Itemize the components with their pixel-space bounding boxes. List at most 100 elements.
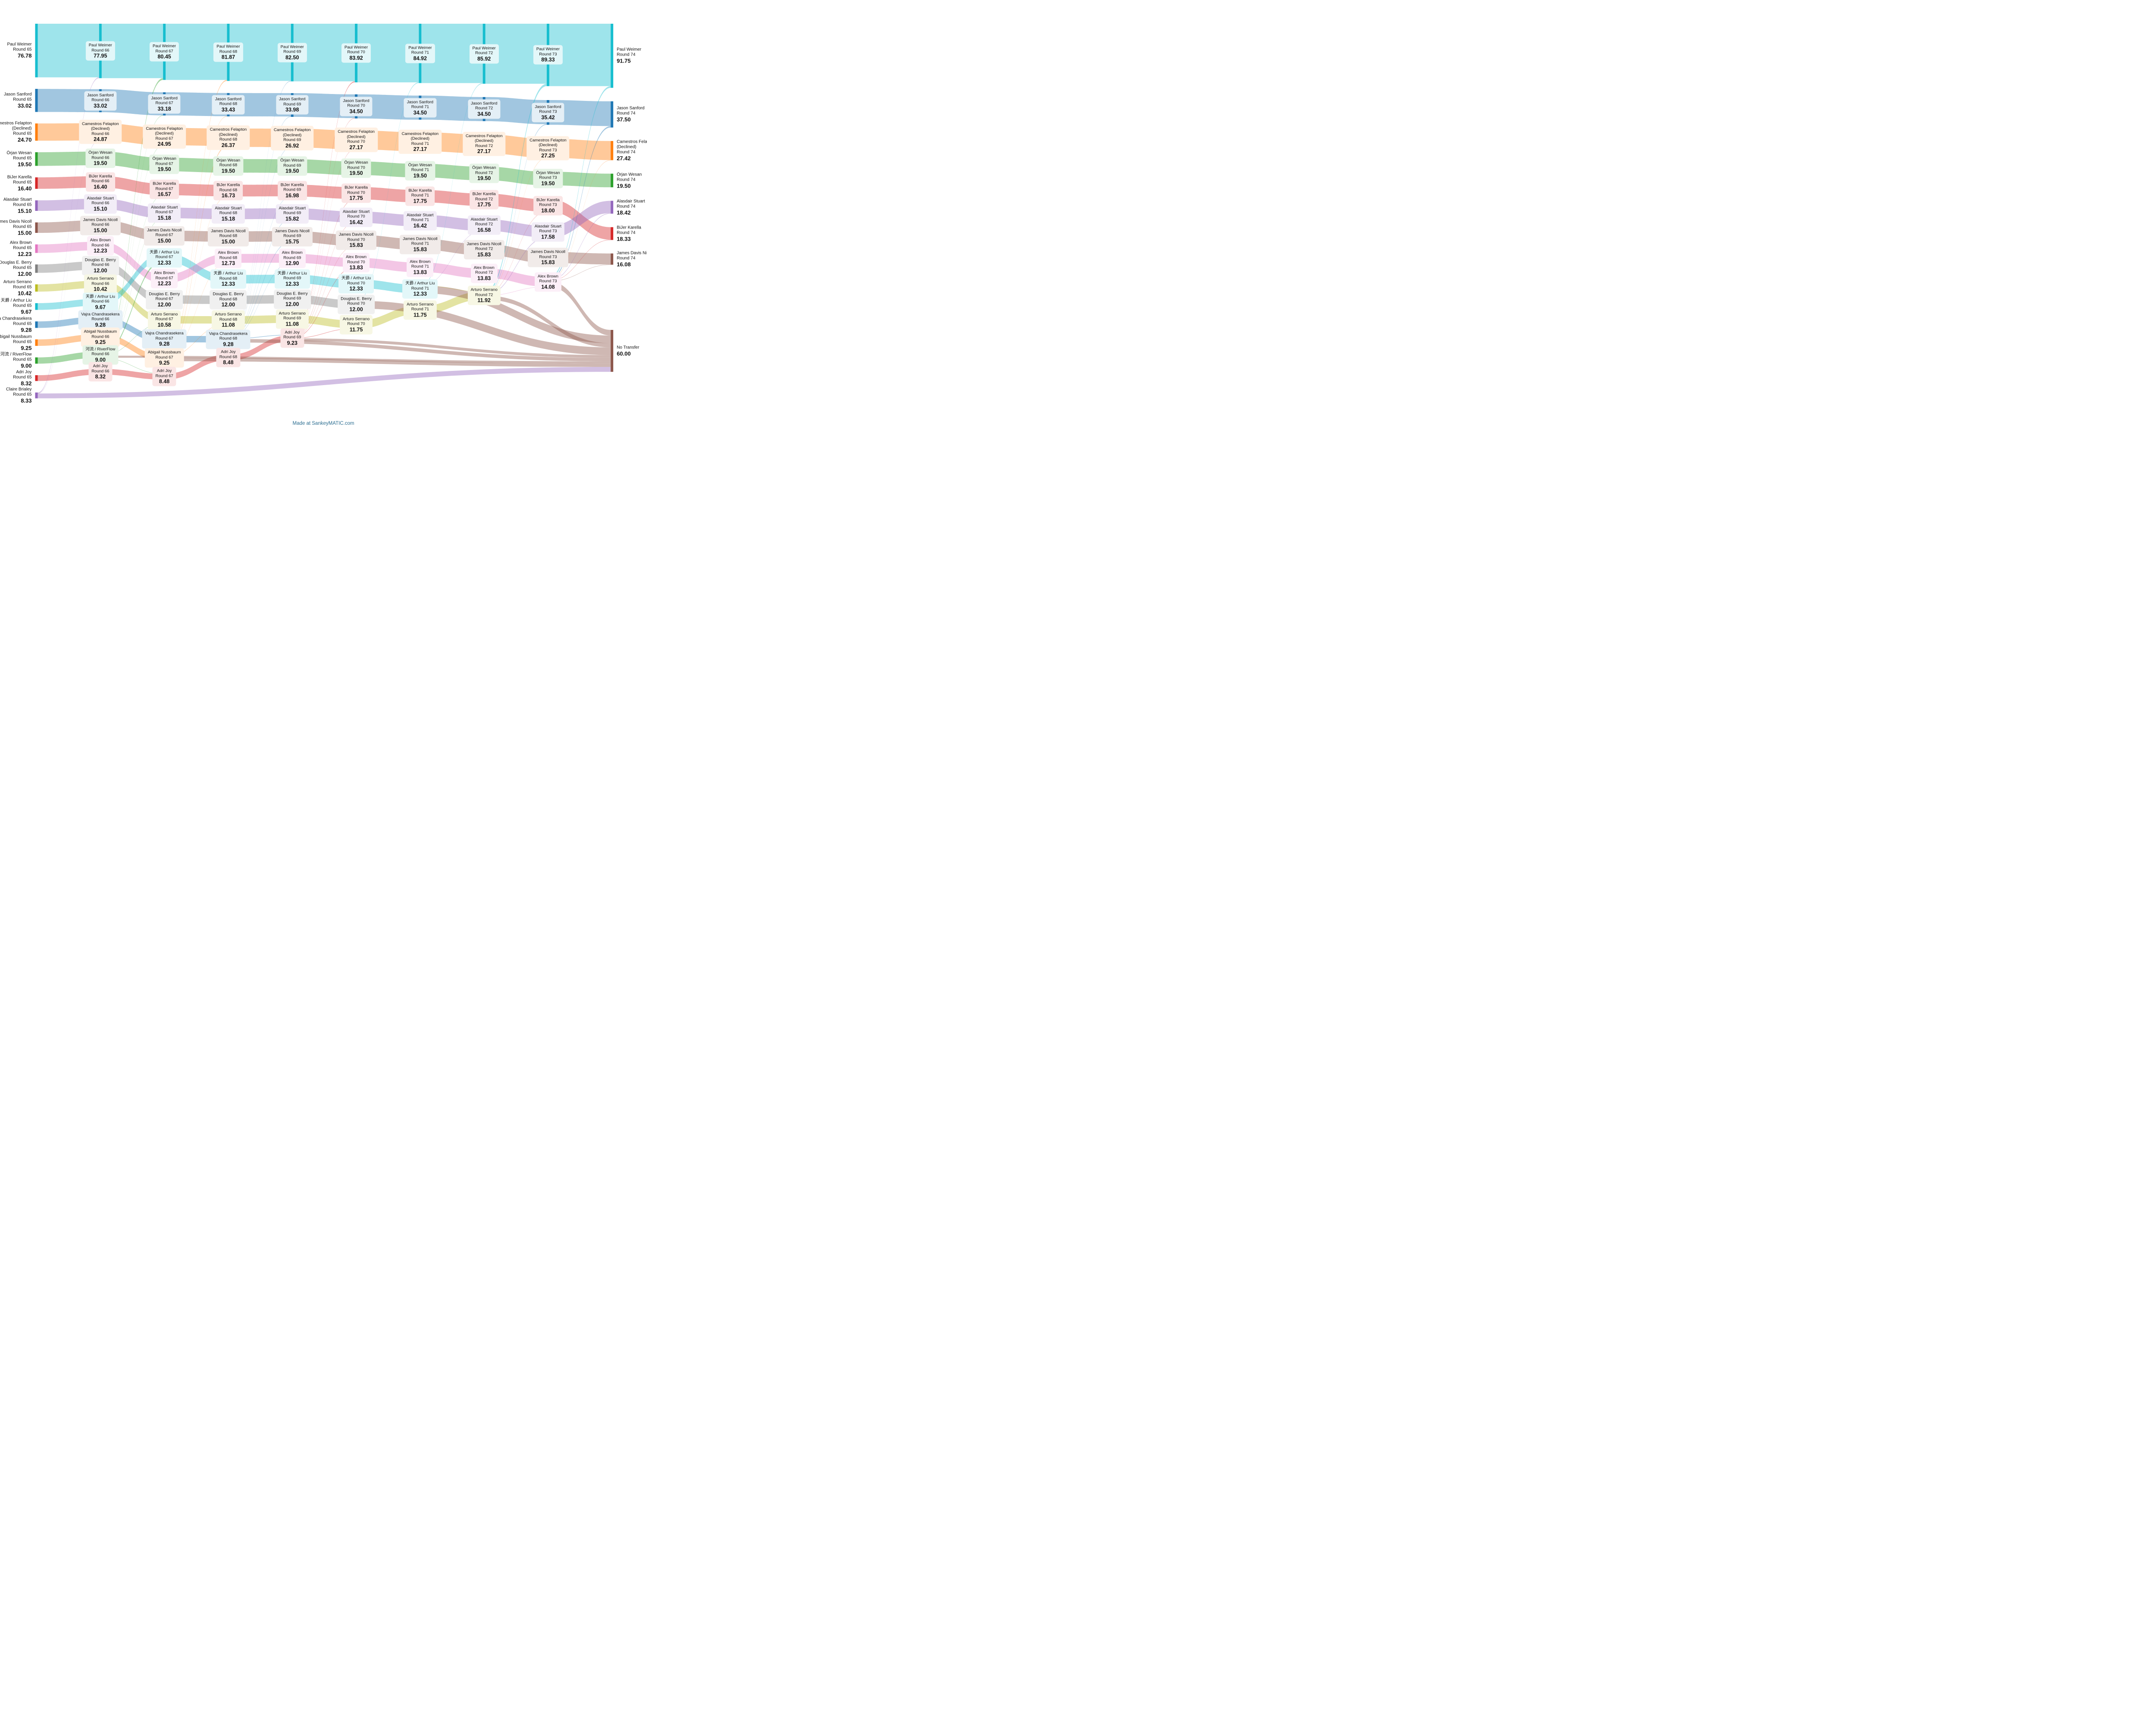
flow-camestros-felapton-declined-r71-to-camestros-felapton-declined [421, 132, 483, 154]
flow-douglas-e-berry-r69-to-douglas-e-berry [293, 295, 355, 309]
node-alex-brown-round-65 [35, 244, 38, 253]
node-alex-brown-round-67 [163, 274, 166, 283]
node-camestros-felapton-declined-round-71 [419, 132, 422, 151]
node-douglas-e-berry-round-68 [227, 295, 230, 304]
node-paul-weimer-round-68 [227, 24, 230, 81]
flow-rjan-wesan-r71-to-rjan-wesan [421, 163, 483, 181]
flow-arthur-liu-r69-to-arthur-liu [293, 274, 355, 289]
flow-bijer-karella-r71-to-bijer-karella [421, 190, 483, 206]
node-james-davis-nicoll-round-67 [163, 230, 166, 242]
node-rjan-wesan-round-67 [163, 157, 166, 172]
flow-alasdair-stuart-r69-to-alasdair-stuart [293, 208, 355, 223]
flow-jason-sanford-r65-to-jason-sanford [38, 89, 99, 113]
flow-james-davis-nicoll-r69-to-james-davis-nicoll [293, 231, 355, 246]
flow-paul-weimer-r71-to-paul-weimer [421, 24, 483, 83]
flow-adri-joy-r69-to-alex-brown [293, 267, 355, 338]
node-rjan-wesan-round-65 [35, 152, 38, 166]
node-arthur-liu-round-70 [355, 279, 357, 289]
node-douglas-e-berry-round-65 [35, 264, 38, 273]
flow-jason-sanford-r72-to-jason-sanford [485, 97, 547, 124]
flow-alex-brown-r65-to-alex-brown [38, 242, 99, 253]
node-arturo-serrano-round-69 [291, 315, 294, 323]
node-james-davis-nicoll-round-68 [227, 231, 230, 242]
flow-abigail-nussbaum-r67-to-camestros-felapton-declined [166, 146, 227, 357]
flow-arthur-liu-r68-to-arthur-liu [229, 274, 291, 284]
flow-vajra-chandrasekera-r68-to-camestros-felapton-declined [229, 147, 291, 337]
flow-camestros-felapton-declined-r69-to-camestros-felapton-declined [293, 129, 355, 150]
node-camestros-felapton-declined-round-68 [227, 128, 230, 147]
flow-arturo-serrano-r72-to-alex-brown [485, 286, 547, 296]
flow-arturo-serrano-r72-to-camestros-felapton-declined [485, 157, 547, 295]
node-bijer-karella-round-72 [483, 193, 486, 206]
flow-arthur-liu-r71-to-alasdair-stuart [421, 231, 483, 286]
node-arthur-liu-round-66 [99, 299, 102, 306]
node-james-davis-nicoll-round-73 [546, 252, 549, 263]
flow-vajra-chandrasekera-r65-to-vajra-chandrasekera [38, 317, 99, 328]
flow-vajra-chandrasekera-r68-to-no-transfer [229, 339, 611, 361]
flow-camestros-felapton-declined-r67-to-camestros-felapton-declined [166, 128, 227, 146]
flow-arthur-liu-r71-to-arturo-serrano [421, 285, 483, 292]
flow-rjan-wesan-r73-to-rjan-wesan [549, 172, 611, 188]
flow-camestros-felapton-declined-r72-to-camestros-felapton-declined [485, 134, 547, 158]
flow-arturo-serrano-r72-to-no-transfer [485, 295, 611, 348]
node-camestros-felapton-declined-round-67 [163, 128, 166, 145]
flow-camestros-felapton-declined-r70-to-camestros-felapton-declined [357, 130, 419, 151]
flow-james-davis-nicoll-r73-to-james-davis-nicoll [549, 252, 611, 265]
flow-alasdair-stuart-r73-to-alasdair-stuart [549, 201, 611, 238]
node-douglas-e-berry-round-70 [355, 300, 357, 309]
node-alasdair-stuart-round-68 [227, 208, 230, 220]
node-james-davis-nicoll-round-65 [35, 222, 38, 233]
flow-rjan-wesan-r68-to-rjan-wesan [229, 159, 291, 173]
flow-adri-joy-r69-to-camestros-felapton-declined [293, 149, 355, 337]
node-alasdair-stuart-round-71 [419, 215, 422, 226]
node-arturo-serrano-round-71 [419, 306, 422, 314]
flow-alasdair-stuart-r66-to-alasdair-stuart [101, 198, 163, 218]
flow-alex-brown-r67-to-alex-brown [166, 254, 227, 283]
flow-adri-joy-r66-to-adri-joy [101, 369, 163, 380]
sankeymatic-credit-link[interactable]: Made at SankeyMATIC.com [292, 421, 354, 426]
flow-riverflow-r66-to-camestros-felapton-declined [101, 145, 163, 354]
flow-camestros-felapton-declined-r68-to-camestros-felapton-declined [229, 128, 291, 147]
node-alex-brown-round-66 [99, 242, 102, 251]
node-alex-brown-round-71 [419, 262, 422, 273]
node-abigail-nussbaum-round-65 [35, 339, 38, 346]
node-jason-sanford-round-70 [355, 94, 357, 119]
node-james-davis-nicoll-round-74 [611, 253, 614, 265]
node-bijer-karella-round-67 [163, 183, 166, 195]
flow-adri-joy-r69-to-arturo-serrano [293, 328, 355, 339]
flow-claire-brialey-r65-to-no-transfer [38, 367, 611, 398]
flow-douglas-e-berry-r70-to-no-transfer [357, 301, 611, 355]
flow-adri-joy-r69-to-jason-sanford [293, 118, 355, 336]
node-bijer-karella-round-74 [611, 227, 614, 240]
node-camestros-felapton-declined-round-69 [291, 129, 294, 147]
flow-abigail-nussbaum-r67-to-arturo-serrano [166, 323, 227, 358]
node-jason-sanford-round-68 [227, 93, 230, 116]
flow-bijer-karella-r66-to-bijer-karella [101, 176, 163, 195]
node-camestros-felapton-declined-round-66 [99, 123, 102, 141]
node-paul-weimer-round-70 [355, 24, 357, 82]
node-camestros-felapton-declined-round-74 [611, 141, 614, 160]
node-alasdair-stuart-round-70 [355, 211, 357, 223]
flow-riverflow-r66-to-paul-weimer [101, 78, 163, 354]
node-bijer-karella-round-68 [227, 185, 230, 197]
node-bijer-karella-round-71 [419, 190, 422, 203]
flow-alex-brown-r73-to-paul-weimer [549, 86, 611, 279]
flow-arturo-serrano-r72-to-bijer-karella [485, 211, 547, 295]
flow-vajra-chandrasekera-r68-to-james-davis-nicoll [229, 242, 291, 339]
node-rjan-wesan-round-72 [483, 166, 486, 181]
node-vajra-chandrasekera-round-66 [99, 317, 102, 323]
node-camestros-felapton-declined-round-72 [483, 134, 486, 154]
flow-vajra-chandrasekera-r68-to-alasdair-stuart [229, 219, 291, 338]
flow-adri-joy-r67-to-adri-joy [166, 354, 227, 380]
flow-rjan-wesan-r70-to-rjan-wesan [357, 161, 419, 178]
node-adri-joy-round-65 [35, 375, 38, 381]
node-vajra-chandrasekera-round-67 [163, 336, 166, 342]
node-vajra-chandrasekera-round-68 [227, 336, 230, 343]
flow-vajra-chandrasekera-r68-to-alex-brown [229, 263, 291, 339]
node-bijer-karella-round-66 [99, 176, 102, 188]
node-no-transfer [611, 330, 614, 372]
flow-bijer-karella-r68-to-bijer-karella [229, 185, 291, 197]
flow-arturo-serrano-r72-to-paul-weimer [485, 84, 547, 294]
node-jason-sanford-round-73 [546, 100, 549, 125]
flow-abigail-nussbaum-r67-to-jason-sanford [166, 116, 227, 356]
